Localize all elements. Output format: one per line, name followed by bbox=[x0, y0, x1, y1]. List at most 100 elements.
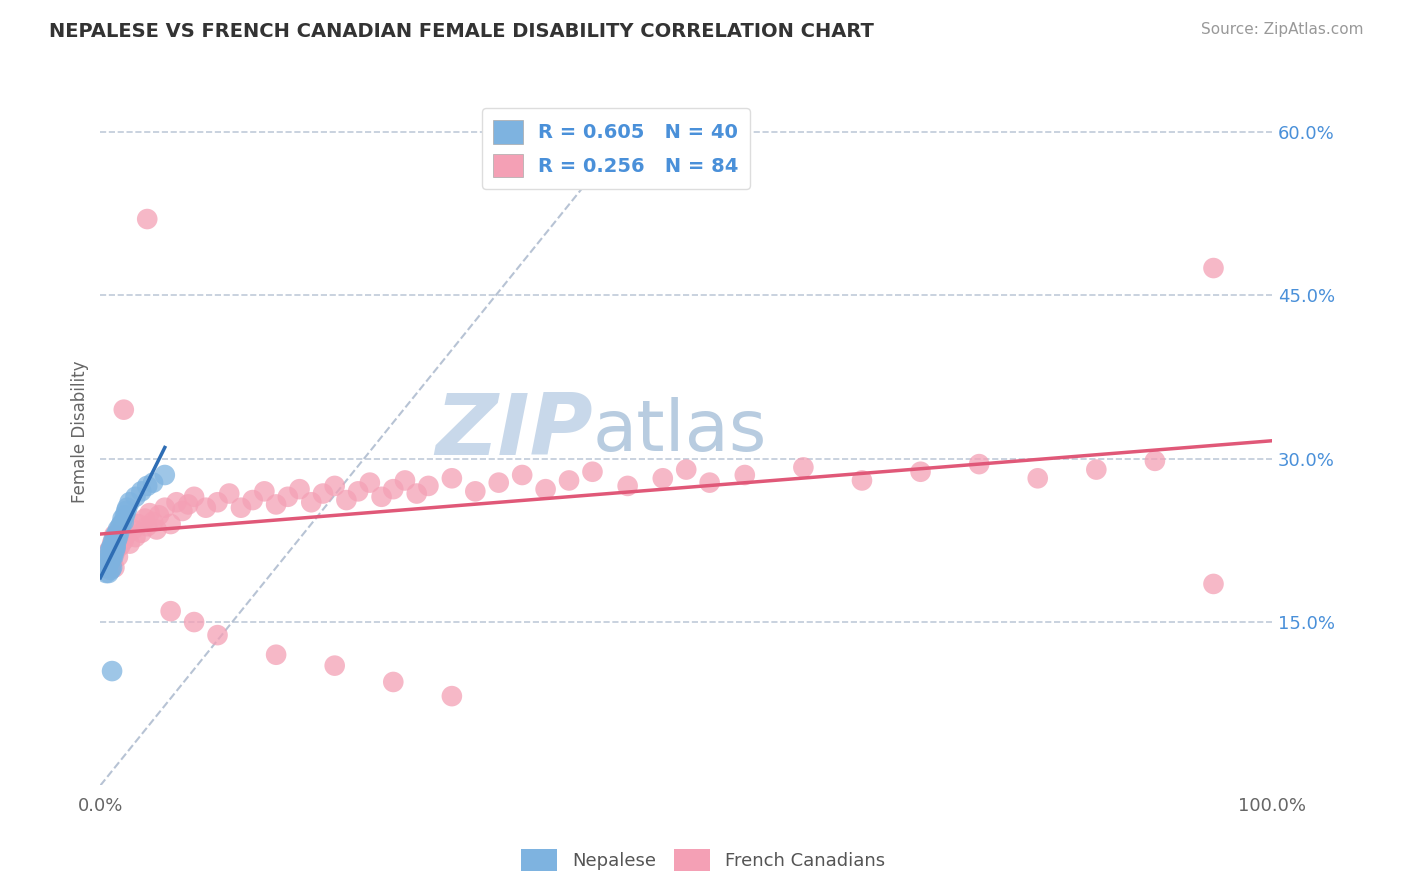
Point bbox=[734, 468, 756, 483]
Point bbox=[97, 566, 120, 580]
Point bbox=[101, 555, 124, 569]
Point bbox=[115, 528, 138, 542]
Point bbox=[103, 533, 125, 548]
Point bbox=[405, 486, 427, 500]
Point bbox=[112, 515, 135, 529]
Point bbox=[108, 525, 131, 540]
Point bbox=[242, 493, 264, 508]
Point bbox=[98, 563, 121, 577]
Point bbox=[122, 523, 145, 537]
Point bbox=[104, 544, 127, 558]
Point bbox=[136, 212, 159, 227]
Point bbox=[183, 615, 205, 629]
Y-axis label: Female Disability: Female Disability bbox=[72, 360, 89, 503]
Point bbox=[136, 519, 159, 533]
Point bbox=[851, 474, 873, 488]
Point bbox=[172, 504, 194, 518]
Point bbox=[101, 549, 124, 564]
Point bbox=[103, 560, 125, 574]
Point bbox=[394, 474, 416, 488]
Legend: R = 0.605   N = 40, R = 0.256   N = 84: R = 0.605 N = 40, R = 0.256 N = 84 bbox=[482, 109, 751, 189]
Point bbox=[312, 486, 335, 500]
Point bbox=[335, 493, 357, 508]
Point bbox=[792, 460, 814, 475]
Point bbox=[105, 533, 128, 548]
Point bbox=[98, 544, 121, 558]
Point bbox=[108, 523, 131, 537]
Point bbox=[229, 500, 252, 515]
Point bbox=[207, 628, 229, 642]
Text: atlas: atlas bbox=[592, 397, 766, 466]
Point bbox=[323, 658, 346, 673]
Point bbox=[488, 475, 510, 490]
Point bbox=[382, 675, 405, 690]
Point bbox=[370, 490, 392, 504]
Point bbox=[104, 541, 127, 555]
Point bbox=[100, 552, 122, 566]
Point bbox=[124, 490, 146, 504]
Point bbox=[97, 549, 120, 564]
Point bbox=[418, 479, 440, 493]
Point bbox=[111, 511, 134, 525]
Point bbox=[96, 560, 118, 574]
Point bbox=[382, 482, 405, 496]
Point bbox=[183, 490, 205, 504]
Point bbox=[967, 457, 990, 471]
Point bbox=[100, 549, 122, 564]
Point bbox=[177, 497, 200, 511]
Point bbox=[118, 495, 141, 509]
Point bbox=[96, 555, 118, 569]
Point bbox=[616, 479, 638, 493]
Point bbox=[142, 515, 165, 529]
Point bbox=[277, 490, 299, 504]
Point bbox=[97, 544, 120, 558]
Point bbox=[142, 475, 165, 490]
Point bbox=[131, 484, 153, 499]
Point bbox=[134, 511, 156, 525]
Point bbox=[104, 539, 127, 553]
Point bbox=[207, 495, 229, 509]
Point bbox=[145, 523, 167, 537]
Point bbox=[440, 471, 463, 485]
Point bbox=[131, 525, 153, 540]
Point bbox=[103, 528, 125, 542]
Point bbox=[112, 533, 135, 548]
Point bbox=[101, 664, 124, 678]
Point bbox=[1026, 471, 1049, 485]
Point bbox=[440, 689, 463, 703]
Point bbox=[359, 475, 381, 490]
Point bbox=[105, 533, 128, 548]
Point bbox=[101, 536, 124, 550]
Point bbox=[1143, 454, 1166, 468]
Point bbox=[98, 555, 121, 569]
Point bbox=[107, 523, 129, 537]
Point bbox=[166, 495, 188, 509]
Point bbox=[347, 484, 370, 499]
Point bbox=[107, 549, 129, 564]
Point bbox=[1202, 261, 1225, 276]
Point bbox=[127, 516, 149, 531]
Point bbox=[101, 560, 124, 574]
Point bbox=[558, 474, 581, 488]
Point bbox=[159, 516, 181, 531]
Point bbox=[581, 465, 603, 479]
Point bbox=[115, 504, 138, 518]
Point bbox=[124, 530, 146, 544]
Point bbox=[100, 563, 122, 577]
Point bbox=[103, 533, 125, 548]
Point bbox=[101, 539, 124, 553]
Point bbox=[153, 500, 176, 515]
Point bbox=[103, 544, 125, 558]
Point bbox=[264, 497, 287, 511]
Point bbox=[101, 544, 124, 558]
Point bbox=[264, 648, 287, 662]
Point bbox=[323, 479, 346, 493]
Point bbox=[110, 539, 132, 553]
Point bbox=[534, 482, 557, 496]
Text: ZIP: ZIP bbox=[434, 390, 592, 473]
Point bbox=[194, 500, 217, 515]
Point bbox=[138, 506, 160, 520]
Text: NEPALESE VS FRENCH CANADIAN FEMALE DISABILITY CORRELATION CHART: NEPALESE VS FRENCH CANADIAN FEMALE DISAB… bbox=[49, 22, 875, 41]
Point bbox=[218, 486, 240, 500]
Point bbox=[910, 465, 932, 479]
